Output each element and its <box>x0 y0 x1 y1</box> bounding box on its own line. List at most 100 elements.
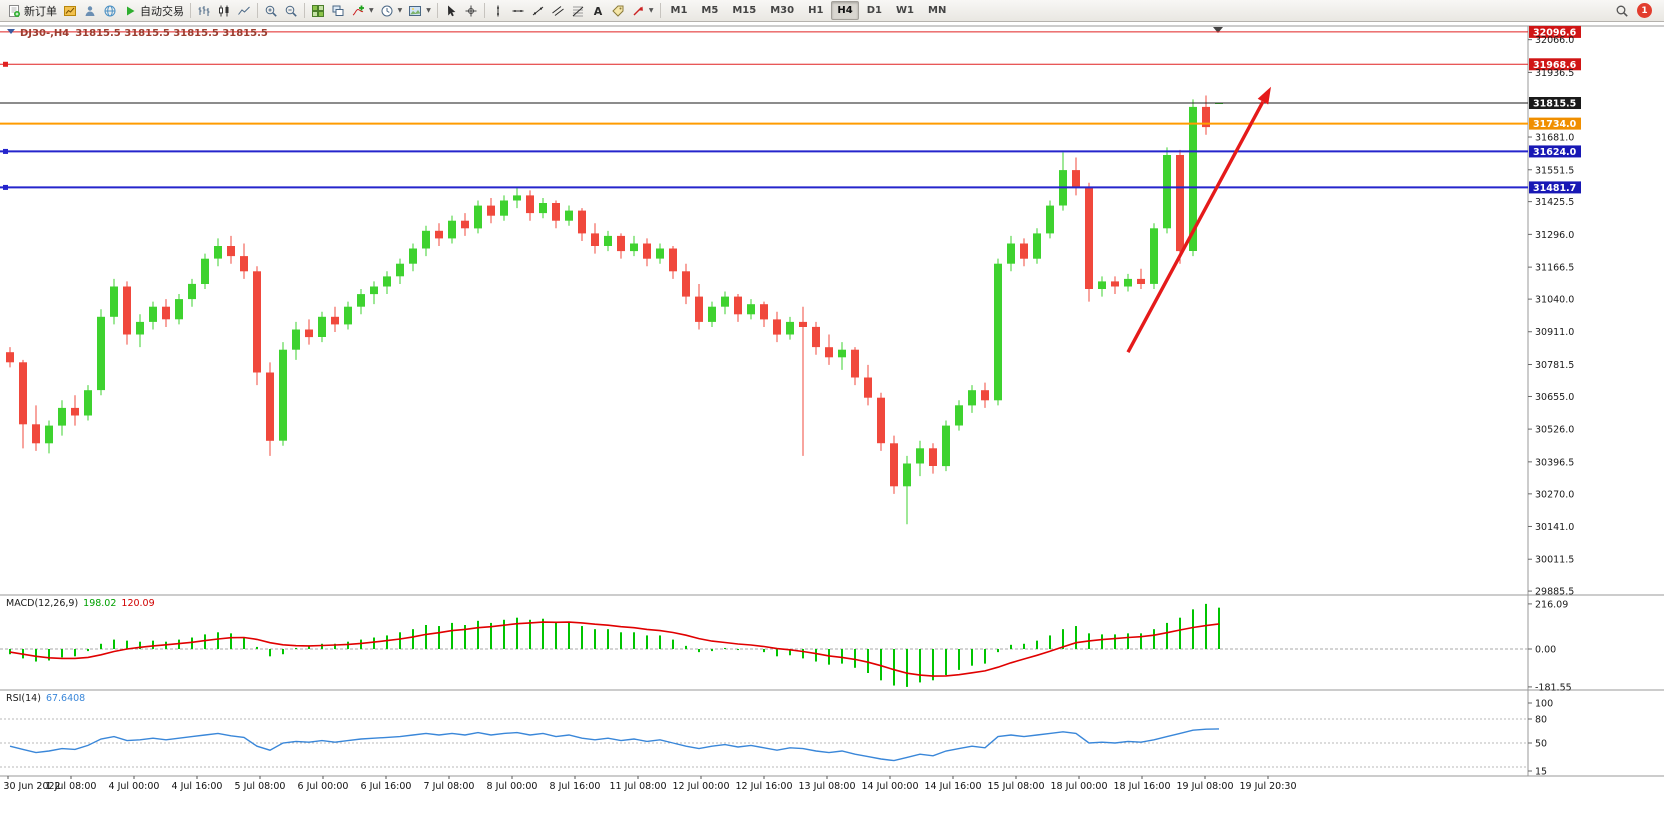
svg-text:31481.7: 31481.7 <box>1533 183 1576 194</box>
chevron-down-icon: ▼ <box>397 7 403 14</box>
timeframe-button-m15[interactable]: M15 <box>732 5 757 16</box>
new-order-icon <box>9 4 20 17</box>
chevron-down-icon: ▼ <box>648 7 654 14</box>
vline-icon <box>496 5 499 16</box>
svg-text:19 Jul 20:30: 19 Jul 20:30 <box>1240 781 1297 792</box>
templates-button[interactable]: ▼ <box>405 1 434 20</box>
svg-text:14 Jul 16:00: 14 Jul 16:00 <box>925 781 982 792</box>
trendline-icon <box>532 6 544 15</box>
svg-text:30 Jun 2022: 30 Jun 2022 <box>3 781 60 792</box>
svg-text:32096.6: 32096.6 <box>1533 27 1577 38</box>
timeframe-button-mn[interactable]: MN <box>928 5 947 16</box>
toolbar-separator <box>304 3 305 18</box>
svg-text:8 Jul 00:00: 8 Jul 00:00 <box>487 781 538 792</box>
timeframe-button-d1[interactable]: D1 <box>866 5 883 16</box>
search-button[interactable] <box>1612 1 1632 20</box>
timeframe-button-m5[interactable]: M5 <box>701 5 719 16</box>
channel-button[interactable] <box>548 1 568 20</box>
new-order-button[interactable]: 新订单 <box>4 1 60 20</box>
arrows-icon <box>633 6 643 16</box>
profiles-button[interactable] <box>80 1 100 20</box>
macd-pane: 216.09 0.00 -181.55 MACD(12,26,9) 198.02 120.… <box>0 598 1572 693</box>
arrows-button[interactable]: ▼ <box>628 1 657 20</box>
timeframe-button-w1[interactable]: W1 <box>896 5 915 16</box>
trendline-button[interactable] <box>528 1 548 20</box>
profiles-icon <box>85 5 95 16</box>
svg-text:30911.0: 30911.0 <box>1535 327 1574 338</box>
charts-button[interactable] <box>60 1 80 20</box>
toolbar-separator <box>483 3 485 18</box>
fibonacci-button[interactable] <box>568 1 588 20</box>
zoom-in-icon <box>265 5 277 17</box>
rsi-label: RSI(14) <box>6 693 41 704</box>
community-button[interactable] <box>100 1 120 20</box>
svg-text:4 Jul 00:00: 4 Jul 00:00 <box>109 781 160 792</box>
svg-text:15 Jul 08:00: 15 Jul 08:00 <box>988 781 1045 792</box>
crosshair-button[interactable] <box>461 1 481 20</box>
zoom-out-icon <box>285 5 297 17</box>
bar-chart-button[interactable] <box>194 1 214 20</box>
svg-text:12 Jul 16:00: 12 Jul 16:00 <box>736 781 793 792</box>
vertical-line-button[interactable] <box>488 1 508 20</box>
label-button[interactable] <box>608 1 628 20</box>
text-button[interactable]: A <box>588 1 608 20</box>
candlestick-chart-icon <box>219 5 229 16</box>
auto-trading-button[interactable]: 自动交易 <box>120 1 187 20</box>
svg-text:30011.5: 30011.5 <box>1535 555 1574 566</box>
svg-text:15: 15 <box>1535 767 1547 778</box>
rsi-pane: 100 80 50 15 RSI(14) 67.6408 <box>0 693 1553 778</box>
chart-window: 32096.6 31968.6 31815.5 31734.0 31624.0 31481… <box>0 22 1664 832</box>
svg-text:8 Jul 16:00: 8 Jul 16:00 <box>550 781 601 792</box>
timeframe-button-h4[interactable]: H4 <box>831 1 859 20</box>
zoom-out-button[interactable] <box>281 1 301 20</box>
toolbar-separator <box>436 3 438 18</box>
svg-text:30781.5: 30781.5 <box>1535 360 1574 371</box>
text-icon: A <box>594 5 603 18</box>
svg-text:30396.5: 30396.5 <box>1535 457 1574 468</box>
macd-signal-value: 120.09 <box>121 598 154 609</box>
horizontal-line-button[interactable] <box>508 1 528 20</box>
indicators-button[interactable]: ▼ <box>348 1 377 20</box>
svg-text:7 Jul 08:00: 7 Jul 08:00 <box>424 781 475 792</box>
svg-text:30526.0: 30526.0 <box>1535 425 1574 436</box>
toolbar-separator <box>190 3 191 18</box>
timeframe-button-m30[interactable]: M30 <box>770 5 795 16</box>
chevron-down-icon: ▼ <box>369 7 374 14</box>
svg-text:6 Jul 16:00: 6 Jul 16:00 <box>361 781 412 792</box>
svg-text:32066.0: 32066.0 <box>1535 35 1574 46</box>
price-chart: 32096.6 31968.6 31815.5 31734.0 31624.0 31481… <box>0 25 1664 792</box>
trend-arrow-annotation[interactable] <box>1126 86 1271 354</box>
svg-text:29885.5: 29885.5 <box>1535 587 1574 598</box>
svg-text:19 Jul 08:00: 19 Jul 08:00 <box>1177 781 1234 792</box>
crosshair-icon <box>465 5 477 16</box>
timeframe-button-m1[interactable]: M1 <box>670 5 688 16</box>
svg-text:0.00: 0.00 <box>1535 645 1556 656</box>
one-click-trading-icon <box>7 29 15 34</box>
svg-text:31734.0: 31734.0 <box>1533 119 1577 130</box>
cursor-button[interactable] <box>441 1 461 20</box>
shift-marker-icon <box>1213 27 1223 33</box>
toolbar-separator <box>659 3 661 18</box>
svg-text:4 Jul 16:00: 4 Jul 16:00 <box>172 781 223 792</box>
zoom-in-button[interactable] <box>261 1 281 20</box>
svg-text:6 Jul 00:00: 6 Jul 00:00 <box>298 781 349 792</box>
svg-text:31166.5: 31166.5 <box>1535 263 1574 274</box>
timeframe-button-h1[interactable]: H1 <box>808 5 824 16</box>
svg-text:80: 80 <box>1535 715 1547 726</box>
periods-button[interactable]: ▼ <box>377 1 406 20</box>
notification-badge[interactable]: 1 <box>1637 3 1652 18</box>
cascade-windows-button[interactable] <box>328 1 348 20</box>
svg-text:11 Jul 08:00: 11 Jul 08:00 <box>610 781 667 792</box>
ohlc-readout: 31815.5 31815.5 31815.5 31815.5 <box>75 28 268 39</box>
candlestick-chart-button[interactable] <box>214 1 234 20</box>
tile-windows-button[interactable] <box>308 1 328 20</box>
price-lines-layer[interactable]: 32096.6 31968.6 31815.5 31734.0 31624.0 31481… <box>0 25 1581 194</box>
new-order-button-label: 新订单 <box>24 4 57 18</box>
cursor-icon <box>447 5 456 16</box>
chart-title: DJ30-,H4 31815.5 31815.5 31815.5 31815.5 <box>7 28 268 39</box>
svg-text:31968.6: 31968.6 <box>1533 60 1577 71</box>
indicators-icon <box>352 5 364 15</box>
line-chart-button[interactable] <box>234 1 254 20</box>
svg-text:A: A <box>594 5 603 18</box>
